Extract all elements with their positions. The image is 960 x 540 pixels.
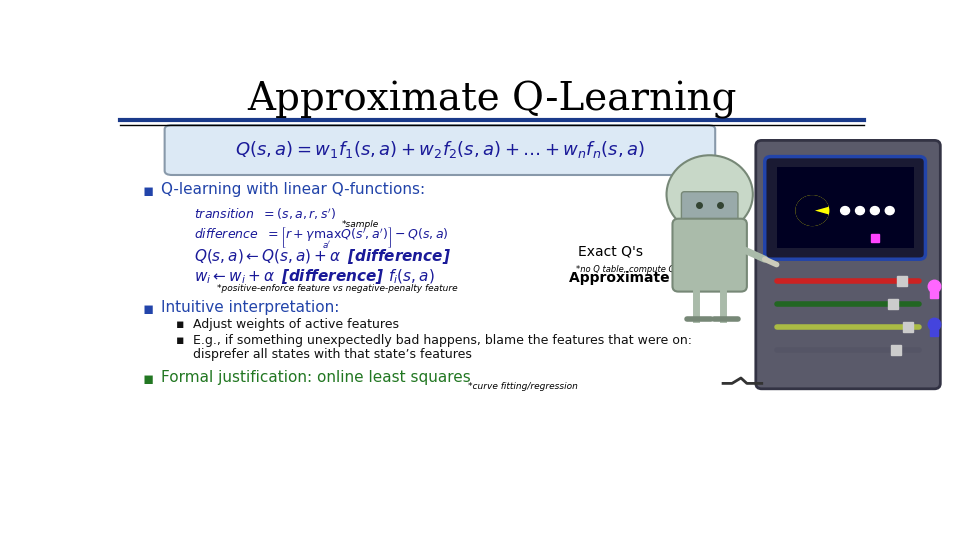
Text: E.g., if something unexpectedly bad happens, blame the features that were on:: E.g., if something unexpectedly bad happ… — [193, 334, 692, 347]
Text: $Q(s,a) = w_1 f_1(s,a) + w_2 f_2(s,a) + \ldots + w_n f_n(s,a)$: $Q(s,a) = w_1 f_1(s,a) + w_2 f_2(s,a) + … — [235, 139, 645, 160]
Text: disprefer all states with that state’s features: disprefer all states with that state’s f… — [193, 348, 471, 361]
Circle shape — [855, 206, 864, 214]
FancyBboxPatch shape — [672, 219, 747, 292]
Text: Approximate Q's: Approximate Q's — [568, 271, 699, 285]
FancyBboxPatch shape — [777, 167, 914, 248]
Text: difference  $= \left[r + \gamma \max_{a^{\prime}} Q(s^{\prime}, a^{\prime})\righ: difference $= \left[r + \gamma \max_{a^{… — [194, 225, 449, 250]
Text: $Q(s,a) \leftarrow Q(s,a) + \alpha\,$ [difference]: $Q(s,a) \leftarrow Q(s,a) + \alpha\,$ [d… — [194, 246, 451, 266]
Circle shape — [871, 206, 879, 214]
Text: transition  $= (s, a, r, s^{\prime})$: transition $= (s, a, r, s^{\prime})$ — [194, 206, 336, 222]
Text: ▪: ▪ — [176, 334, 184, 347]
Text: *no Q table, compute Q using f: *no Q table, compute Q using f — [576, 265, 706, 274]
Text: Q-learning with linear Q-functions:: Q-learning with linear Q-functions: — [161, 182, 425, 197]
FancyBboxPatch shape — [165, 125, 715, 175]
FancyBboxPatch shape — [756, 140, 941, 389]
Text: Formal justification: online least squares: Formal justification: online least squar… — [161, 370, 470, 386]
Text: *sample: *sample — [342, 220, 379, 230]
Circle shape — [796, 195, 828, 226]
Text: *curve fitting/regression: *curve fitting/regression — [468, 382, 578, 391]
Text: Exact Q's: Exact Q's — [578, 245, 642, 259]
Text: ▪: ▪ — [142, 182, 154, 200]
Polygon shape — [796, 196, 828, 225]
FancyBboxPatch shape — [765, 157, 925, 259]
FancyBboxPatch shape — [682, 192, 738, 224]
Text: ▪: ▪ — [176, 319, 184, 332]
Text: Adjust weights of active features: Adjust weights of active features — [193, 319, 399, 332]
Circle shape — [841, 206, 850, 214]
Text: ▪: ▪ — [142, 300, 154, 318]
Circle shape — [885, 206, 894, 214]
Circle shape — [666, 156, 753, 233]
Text: $w_i \leftarrow w_i + \alpha\,$ [difference] $f_i(s, a)$: $w_i \leftarrow w_i + \alpha\,$ [differe… — [194, 267, 435, 286]
Text: *positive-enforce feature vs negative-penalty feature: *positive-enforce feature vs negative-pe… — [217, 284, 457, 293]
Text: Intuitive interpretation:: Intuitive interpretation: — [161, 300, 339, 315]
Text: Approximate Q-Learning: Approximate Q-Learning — [248, 82, 736, 119]
Text: ▪: ▪ — [142, 370, 154, 388]
